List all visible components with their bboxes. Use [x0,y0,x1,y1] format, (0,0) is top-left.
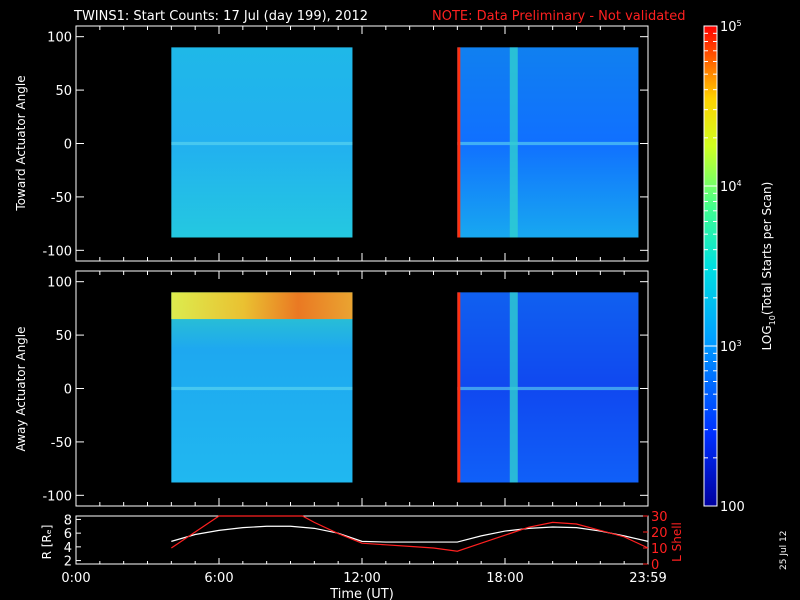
toward-vertical-stripe [509,47,518,238]
orbit-right-tick-label: 10 [651,542,668,557]
orbit-lines [170,515,649,552]
orbit-right-tick-label: 30 [651,510,668,525]
toward-zero-angle-stripe [457,141,639,146]
orbit-right-tick-label: 20 [651,526,668,541]
toward-y-axis: 100 50 0 -50 -100 [42,31,648,259]
away-vertical-stripe [509,292,518,483]
colorbar-label: LOG10(Total Starts per Scan) [760,182,777,351]
colorbar-tick-label: 103 [720,339,742,355]
away-zero-angle-stripe [457,386,639,391]
colorbar-tick-label: 105 [720,19,742,35]
away-ylabel: Away Actuator Angle [14,326,28,451]
colorbar: 100 103 104 105 LOG10(Total Starts per Scan… [703,19,777,515]
orbit-left-label: R [Rₑ] [40,525,54,560]
date-stamp: 25 Jul 12 [779,531,789,571]
toward-edge-stripe [457,47,461,238]
preliminary-note: NOTE: Data Preliminary - Not validated [432,9,686,24]
away-hot-band [171,292,353,320]
orbit-right-tick-label: 0 [651,558,659,573]
y-tick-label: -100 [42,244,72,259]
orbit-right-label: L Shell [670,522,684,562]
orbit-line-l-shell [170,515,649,552]
x-tick-label: 12:00 [343,571,380,586]
away-edge-stripe [457,292,461,483]
toward-data-blocks [171,47,639,238]
y-tick-label: -50 [51,436,72,451]
away-y-axis: 100 50 0 -50 -100 [42,276,648,504]
orbit-x-axis: 0:00 6:00 12:00 18:00 23:59 [61,558,667,586]
away-actuator-panel: 100 50 0 -50 -100 Away Actuator Angle [14,270,649,507]
colorbar-gradient [704,26,717,506]
away-zero-angle-stripe [171,386,353,391]
colorbar-tick-label: 100 [720,500,745,515]
toward-zero-angle-stripe [171,141,353,146]
y-tick-label: 0 [64,383,72,398]
y-tick-label: 0 [64,138,72,153]
toward-actuator-panel: 100 50 0 -50 -100 Toward Actuator Angle [14,25,649,262]
orbit-left-tick-label: 8 [64,513,72,528]
y-tick-label: 100 [47,276,72,291]
y-tick-label: -50 [51,191,72,206]
x-axis-label: Time (UT) [329,587,394,600]
x-tick-label: 23:59 [629,571,666,586]
orbit-left-tick-label: 4 [64,541,72,556]
x-tick-label: 0:00 [61,571,90,586]
x-tick-label: 18:00 [486,571,523,586]
away-data-blocks [171,292,639,483]
x-tick-label: 6:00 [204,571,233,586]
chart-title: TWINS1: Start Counts: 17 Jul (day 199), … [73,9,368,24]
orbit-left-tick-label: 2 [64,555,72,570]
orbit-left-tick-label: 6 [64,527,72,542]
y-tick-label: 100 [47,31,72,46]
toward-ylabel: Toward Actuator Angle [14,75,28,211]
y-tick-label: 50 [55,84,72,99]
y-tick-label: -100 [42,489,72,504]
orbit-line-r [171,525,649,543]
colorbar-ticks: 100 103 104 105 [704,19,745,515]
toward-x-axis [75,26,649,261]
away-x-axis [75,271,649,506]
y-tick-label: 50 [55,329,72,344]
colorbar-tick-label: 104 [720,179,742,195]
